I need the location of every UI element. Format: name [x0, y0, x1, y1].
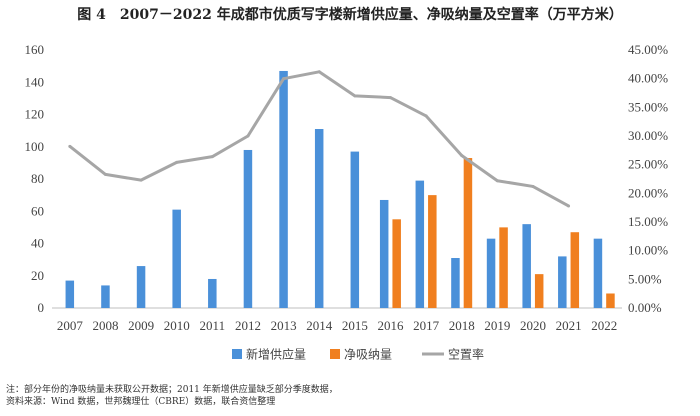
x-tick-label: 2007 [57, 318, 84, 333]
x-tick-label: 2022 [591, 318, 617, 333]
right-tick-label: 10.00% [628, 243, 668, 258]
point-vacancy-rate [210, 155, 214, 159]
point-vacancy-rate [424, 114, 428, 118]
left-tick-label: 20 [31, 268, 44, 283]
chart-notes: 注：部分年份的净吸纳量未获取公开数据；2011 年新增供应量缺乏部分季度数据， … [6, 384, 338, 408]
bar-absorption [428, 195, 437, 308]
point-vacancy-rate [68, 144, 72, 148]
bar-supply [415, 180, 425, 308]
x-tick-label: 2016 [377, 318, 404, 333]
x-tick-label: 2011 [200, 318, 226, 333]
point-vacancy-rate [353, 94, 357, 98]
point-vacancy-rate [139, 178, 143, 182]
x-tick-label: 2020 [520, 318, 546, 333]
bar-supply [101, 285, 110, 308]
bar-supply [65, 280, 75, 308]
bar-absorption [499, 227, 508, 308]
right-tick-label: 15.00% [628, 214, 668, 229]
right-tick-label: 25.00% [628, 157, 668, 172]
x-tick-label: 2018 [449, 318, 475, 333]
left-tick-label: 160 [25, 42, 45, 57]
right-tick-label: 40.00% [628, 71, 668, 86]
bar-supply [208, 278, 217, 308]
bar-supply [379, 199, 389, 308]
right-tick-label: 20.00% [628, 185, 668, 200]
x-tick-label: 2017 [413, 318, 440, 333]
point-vacancy-rate [388, 96, 392, 100]
legend-label: 新增供应量 [246, 347, 306, 362]
bar-supply [486, 238, 496, 308]
bar-supply [172, 209, 181, 308]
left-tick-label: 80 [31, 171, 44, 186]
point-vacancy-rate [317, 70, 321, 74]
x-tick-label: 2019 [484, 318, 510, 333]
bar-supply [136, 266, 146, 308]
point-vacancy-rate [282, 77, 286, 81]
bar-supply [279, 70, 288, 309]
legend-label: 空置率 [448, 347, 484, 362]
chart-svg: 0 20 40 60 80 100 120 140 160 0.00% 5.00% 10.00% 15.… [25, 42, 669, 362]
bar-absorption [392, 219, 401, 308]
x-tick-label: 2021 [556, 318, 582, 333]
left-tick-label: 120 [25, 107, 45, 122]
bar-supply [558, 256, 567, 308]
left-tick-label: 60 [31, 203, 44, 218]
bar-supply [522, 224, 531, 308]
bar-absorption [570, 232, 580, 308]
x-tick-label: 2010 [164, 318, 190, 333]
left-tick-label: 140 [25, 74, 45, 89]
legend-label: 净吸纳量 [344, 348, 392, 362]
point-vacancy-rate [246, 134, 250, 138]
x-tick-label: 2015 [342, 318, 368, 333]
bar-supply [350, 151, 360, 308]
bar-supply [314, 129, 324, 308]
x-tick-label: 2009 [128, 318, 154, 333]
point-vacancy-rate [460, 153, 464, 157]
right-tick-label: 35.00% [628, 99, 668, 114]
chart-title: 图 4 2007－2022 年成都市优质写字楼新增供应量、净吸纳量及空置率（万平… [77, 7, 623, 23]
bar-absorption [606, 293, 615, 308]
point-vacancy-rate [531, 184, 535, 188]
note-line-2: 资料来源：Wind 数据，世邦魏理仕（CBRE）数据，联合资信整理 [6, 397, 276, 407]
bar-supply [243, 149, 253, 308]
point-vacancy-rate [495, 179, 499, 183]
legend-swatch-absorption [330, 349, 340, 359]
x-tick-label: 2014 [306, 318, 333, 333]
x-tick-label: 2008 [92, 318, 118, 333]
right-tick-label: 5.00% [628, 271, 662, 286]
note-line-1: 注：部分年份的净吸纳量未获取公开数据；2011 年新增供应量缺乏部分季度数据， [6, 385, 338, 395]
bar-absorption [534, 274, 544, 308]
x-tick-label: 2013 [271, 318, 297, 333]
bar-supply [451, 258, 460, 308]
bar-absorption [463, 158, 473, 308]
bar-supply [593, 238, 603, 308]
point-vacancy-rate [175, 160, 179, 164]
x-tick-label: 2012 [235, 318, 261, 333]
left-tick-label: 0 [38, 300, 45, 315]
right-tick-label: 30.00% [628, 128, 668, 143]
legend-swatch-supply [232, 349, 242, 359]
left-tick-label: 100 [25, 139, 45, 154]
point-vacancy-rate [103, 172, 107, 176]
right-tick-label: 45.00% [628, 42, 668, 57]
point-vacancy-rate [567, 204, 571, 208]
right-tick-label: 0.00% [628, 300, 662, 315]
left-tick-label: 40 [31, 236, 44, 251]
